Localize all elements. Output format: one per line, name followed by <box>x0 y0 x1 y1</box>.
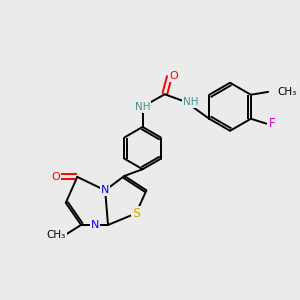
Text: NH: NH <box>135 102 150 112</box>
Text: O: O <box>169 71 178 81</box>
Text: F: F <box>269 117 275 130</box>
Text: N: N <box>90 220 99 230</box>
Text: CH₃: CH₃ <box>278 87 297 97</box>
Text: O: O <box>52 172 61 182</box>
Text: CH₃: CH₃ <box>46 230 66 239</box>
Text: S: S <box>132 207 140 220</box>
Text: N: N <box>101 185 109 195</box>
Text: NH: NH <box>183 97 198 107</box>
